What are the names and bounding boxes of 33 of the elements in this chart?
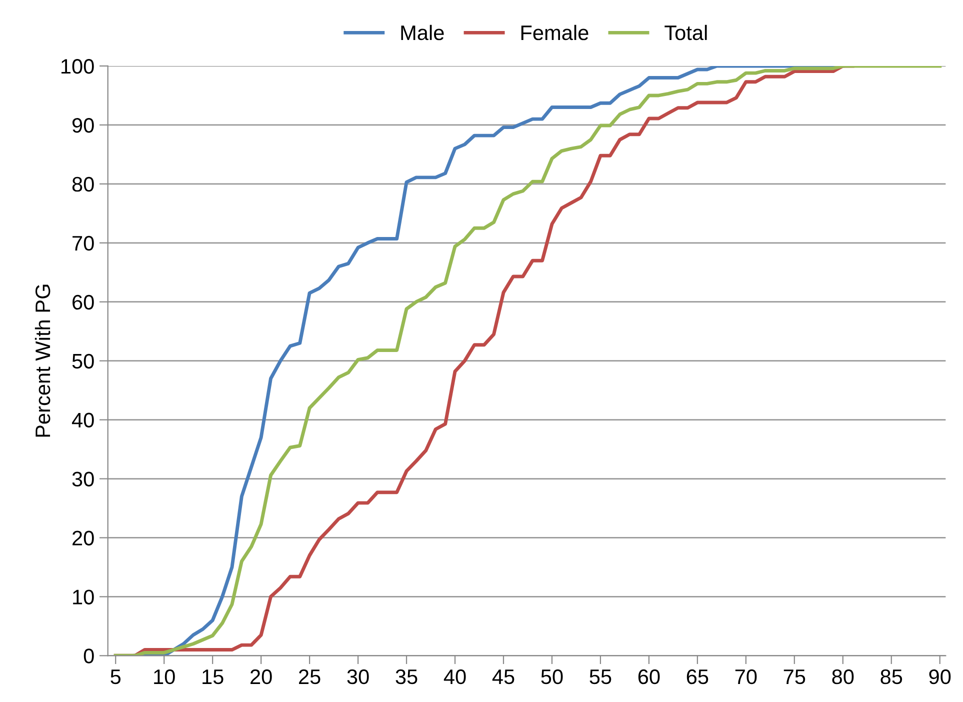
- x-tick-label: 20: [250, 669, 272, 684]
- x-tick-label: 40: [444, 669, 466, 684]
- x-tick-label: 10: [154, 669, 175, 684]
- y-tick-label: 30: [72, 472, 94, 487]
- y-tick-label: 50: [72, 354, 94, 369]
- x-tick-label: 5: [110, 670, 121, 684]
- y-tick-label: 90: [72, 118, 94, 133]
- x-tick-label: 50: [541, 669, 563, 684]
- legend-label: Male: [401, 24, 444, 40]
- x-tick-label: 30: [347, 669, 369, 684]
- y-tick-label: 80: [72, 176, 94, 192]
- y-tick-label: 100: [61, 58, 94, 74]
- x-tick-label: 85: [880, 669, 902, 684]
- x-tick-label: 80: [832, 669, 854, 684]
- x-tick-label: 55: [590, 670, 612, 684]
- x-tick-label: 65: [686, 669, 708, 684]
- x-tick-label: 15: [202, 670, 224, 684]
- y-tick-label: 20: [72, 530, 94, 546]
- y-axis-title: Percent With PG: [34, 284, 50, 437]
- y-tick-label: 60: [72, 294, 94, 310]
- x-tick-label: 70: [735, 669, 757, 684]
- x-tick-label: 75: [784, 670, 806, 684]
- y-tick-label: 70: [72, 236, 94, 251]
- y-tick-label: 10: [73, 590, 94, 604]
- y-tick-label: 0: [84, 648, 94, 664]
- legend-label: Female: [521, 24, 588, 40]
- x-tick-label: 35: [396, 669, 418, 684]
- legend-label: Total: [664, 24, 707, 40]
- y-tick-label: 40: [72, 412, 94, 428]
- x-tick-label: 45: [492, 670, 514, 684]
- x-tick-label: 60: [638, 669, 660, 684]
- x-tick-label: 90: [929, 669, 951, 684]
- x-tick-label: 25: [299, 669, 320, 684]
